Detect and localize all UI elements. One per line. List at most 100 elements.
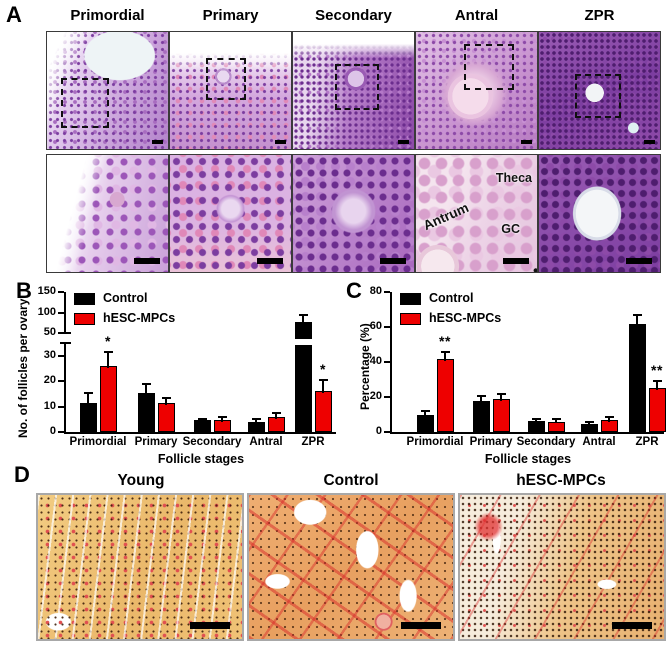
group-header-control: Control	[323, 472, 379, 489]
bar	[416, 414, 434, 432]
panel-d-label: D	[14, 462, 30, 487]
panel-b-bar-chart: 0 10 20 30 50 100 150 * * Primordial Primary Second…	[10, 281, 342, 467]
bar-lower-segment	[294, 345, 312, 432]
error-bar-line	[424, 411, 426, 417]
scale-bar	[626, 258, 652, 264]
y-tick	[58, 405, 64, 408]
inset-region-box	[575, 74, 621, 118]
x-axis	[390, 432, 664, 434]
error-bar-line	[145, 383, 147, 395]
error-bar-cap	[420, 410, 430, 412]
error-bar-line	[535, 419, 537, 423]
error-bar-line	[221, 416, 223, 423]
error-bar-cap	[440, 350, 450, 353]
error-bar-line	[107, 351, 109, 368]
error-bar-line	[656, 381, 658, 391]
error-bar-cap	[476, 395, 486, 398]
error-bar-cap	[217, 415, 227, 418]
scale-bar	[257, 258, 283, 264]
legend-label: hESC-MPCs	[429, 311, 502, 325]
y-tick	[58, 332, 64, 334]
y-tick-label: 30	[43, 348, 56, 361]
legend-label: hESC-MPCs	[103, 311, 176, 325]
y-axis-upper-end	[64, 332, 71, 334]
error-bar-cap	[632, 313, 642, 316]
x-axis	[64, 432, 336, 434]
y-tick-label: 150	[37, 285, 56, 297]
y-tick-label: 20	[43, 374, 56, 387]
x-category-label: Primordial	[406, 436, 464, 448]
y-axis-title: Percentage (%)	[358, 323, 372, 410]
inset-region-box	[335, 64, 379, 110]
bar	[137, 392, 155, 432]
significance-marker: *	[105, 332, 111, 349]
bar-upper-segment	[294, 321, 312, 339]
error-bar-line	[255, 418, 257, 424]
error-bar-line	[201, 418, 203, 422]
significance-marker: **	[651, 362, 663, 379]
error-bar-line	[500, 394, 502, 401]
y-tick	[58, 354, 64, 357]
histology-image-hesc-mpcs	[458, 493, 666, 641]
histology-image-secondary-overview	[292, 31, 415, 150]
scale-bar	[380, 258, 406, 264]
y-axis-title: No. of follicles per ovary	[16, 298, 30, 438]
error-bar-cap	[551, 418, 561, 421]
significance-marker: **	[439, 332, 451, 349]
legend-label: Control	[429, 291, 474, 305]
histology-image-young	[36, 493, 244, 641]
y-axis-lower	[64, 343, 66, 432]
y-tick-label: 60	[369, 320, 382, 332]
histology-image-primary-inset	[169, 154, 292, 273]
y-tick	[58, 431, 64, 433]
bar	[436, 358, 454, 432]
scale-bar	[503, 258, 529, 264]
error-bar-cap	[197, 417, 207, 420]
panel-a-image-grid: Antrum Theca GC	[46, 31, 661, 273]
y-tick-label: 100	[37, 305, 56, 318]
scale-bar	[401, 622, 441, 629]
legend-label: Control	[103, 291, 148, 305]
scale-bar	[152, 140, 163, 144]
group-header-young: Young	[117, 472, 165, 489]
x-axis-title: Follicle stages	[157, 452, 245, 466]
x-category-label: Primary	[134, 436, 178, 448]
x-category-label: Secondary	[516, 436, 576, 448]
error-bar-cap	[496, 393, 506, 396]
histology-image-primordial-overview	[46, 31, 169, 150]
x-category-label: Secondary	[182, 436, 242, 448]
x-category-label: ZPR	[301, 436, 325, 448]
inset-region-box	[61, 78, 109, 128]
scale-bar	[644, 140, 655, 144]
y-tick-label: 40	[369, 355, 382, 367]
error-bar-line	[636, 314, 638, 326]
y-tick	[58, 291, 64, 293]
stage-header-primary: Primary	[202, 7, 259, 24]
bar	[157, 402, 175, 432]
y-tick-label: 20	[369, 390, 382, 402]
error-bar-cap	[531, 418, 541, 421]
histology-image-control	[247, 493, 455, 641]
y-tick-label: 50	[43, 326, 56, 338]
legend-swatch	[74, 313, 95, 325]
error-bar-cap	[604, 416, 614, 419]
y-tick-label: 0	[49, 425, 56, 437]
histology-image-zpr-overview	[538, 31, 661, 150]
histology-image-zpr-inset	[538, 154, 661, 273]
significance-marker: *	[320, 360, 326, 377]
legend-swatch	[400, 313, 421, 325]
bar	[99, 365, 117, 432]
bar	[472, 401, 490, 432]
bar	[79, 402, 97, 432]
error-bar-cap	[271, 412, 281, 415]
stage-header-antral: Antral	[454, 7, 499, 24]
error-bar-line	[608, 417, 610, 422]
error-bar-cap	[161, 396, 171, 399]
inset-region-box	[464, 44, 514, 90]
x-category-label: Primary	[469, 436, 513, 448]
stage-header-zpr: ZPR	[584, 7, 615, 24]
y-axis-upper	[64, 292, 66, 333]
bar	[314, 391, 332, 432]
error-bar-line	[275, 413, 277, 420]
